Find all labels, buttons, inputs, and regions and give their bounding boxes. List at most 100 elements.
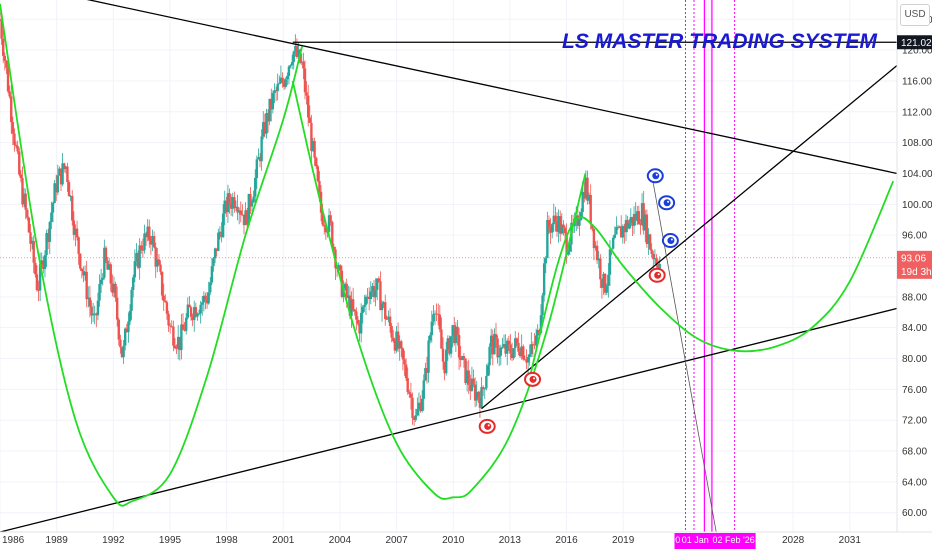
cycle-curve: [291, 80, 587, 500]
candle-body: [321, 212, 324, 225]
candle-body: [331, 222, 334, 247]
candle-body: [581, 191, 584, 213]
price-tick-label: 84.00: [902, 323, 927, 334]
candle-body: [613, 234, 616, 238]
candle-body: [464, 358, 467, 383]
candle-body: [586, 177, 589, 201]
eye-icon: [661, 233, 679, 249]
candle-body: [318, 181, 321, 192]
time-axis: 1986 1989 1992 1995 1998 2001 2004 2007 2010 2013…: [0, 531, 932, 550]
candle-body: [297, 49, 300, 58]
price-tick-label: 96.00: [902, 231, 927, 242]
candle-body: [48, 222, 51, 242]
candle-body: [225, 200, 228, 213]
candle-body: [83, 271, 87, 276]
date-marker-label: 02 Feb '26: [712, 535, 754, 545]
price-tick-label: 88.00: [902, 292, 927, 303]
candle-body: [387, 316, 390, 320]
candle-body: [217, 232, 220, 251]
candle-body: [0, 19, 3, 39]
candle-body: [63, 163, 66, 169]
candle-body: [143, 233, 146, 251]
candle-body: [621, 226, 625, 238]
candle-body: [148, 226, 151, 241]
candle-body: [165, 302, 169, 314]
time-tick-label: 2013: [499, 535, 522, 546]
candle-body: [453, 325, 456, 344]
candle-body: [480, 387, 483, 408]
candle-body: [374, 289, 377, 298]
eye-icon: [646, 168, 664, 184]
candle-body: [363, 304, 366, 307]
candle-body: [184, 317, 188, 331]
candle-body: [603, 273, 607, 293]
candle-body: [396, 331, 400, 349]
candle-body: [400, 341, 403, 349]
candle-body: [18, 151, 21, 175]
candle-body: [550, 224, 554, 233]
candle-body: [451, 325, 454, 337]
candle-body: [14, 144, 18, 147]
candle-body: [193, 307, 196, 321]
candle-body: [602, 273, 605, 288]
candle-body: [555, 221, 559, 232]
candle-body: [260, 136, 263, 162]
candle-body: [157, 259, 161, 265]
candle-body: [188, 304, 191, 308]
candle-body: [428, 335, 432, 341]
candle-body: [115, 297, 119, 320]
candle-body: [302, 61, 305, 69]
eye-icon: [658, 195, 676, 211]
candle-body: [385, 318, 389, 320]
candle-body: [124, 328, 127, 346]
candle-body: [50, 212, 53, 223]
candle-body: [172, 326, 175, 346]
currency-button[interactable]: USD: [900, 4, 930, 26]
candle-body: [292, 51, 295, 62]
candle-body: [530, 344, 533, 354]
candle-body: [287, 66, 291, 76]
candle-body: [324, 226, 328, 233]
candle-body: [562, 224, 565, 228]
candle-body: [595, 245, 599, 261]
candle-body: [437, 314, 440, 315]
candle-body: [435, 313, 438, 315]
candle-body: [419, 402, 422, 412]
candle-body: [369, 291, 372, 300]
candle-body: [648, 234, 652, 250]
price-tick-label: 108.00: [902, 138, 932, 149]
trendline: [481, 65, 898, 410]
cycle-curve: [527, 180, 895, 382]
candle-body: [371, 286, 374, 292]
candle-body: [398, 341, 401, 349]
candle-body: [135, 253, 138, 262]
candle-body: [560, 224, 564, 234]
candle-body: [221, 213, 225, 238]
candle-body: [77, 237, 80, 254]
candle-body: [430, 321, 433, 336]
candle-body: [82, 270, 85, 276]
candle-body: [186, 304, 190, 318]
candle-body: [332, 246, 336, 250]
candle-body: [271, 93, 275, 110]
cycle-curves: [0, 3, 895, 507]
candle-body: [364, 296, 368, 305]
candle-body: [554, 215, 557, 222]
candle-body: [87, 297, 90, 300]
candle-body: [380, 304, 384, 311]
candle-body: [323, 224, 326, 227]
candle-body: [210, 266, 214, 283]
candle-body: [175, 348, 178, 349]
candle-body: [563, 227, 567, 234]
candle-body: [258, 157, 262, 162]
candle-body: [11, 122, 15, 134]
candle-body: [518, 351, 522, 357]
candle-body: [644, 214, 647, 231]
candle-body: [329, 215, 332, 223]
candle-body: [640, 203, 644, 225]
candle-body: [542, 263, 546, 296]
candle-body: [252, 196, 255, 203]
candle-body: [544, 258, 547, 264]
